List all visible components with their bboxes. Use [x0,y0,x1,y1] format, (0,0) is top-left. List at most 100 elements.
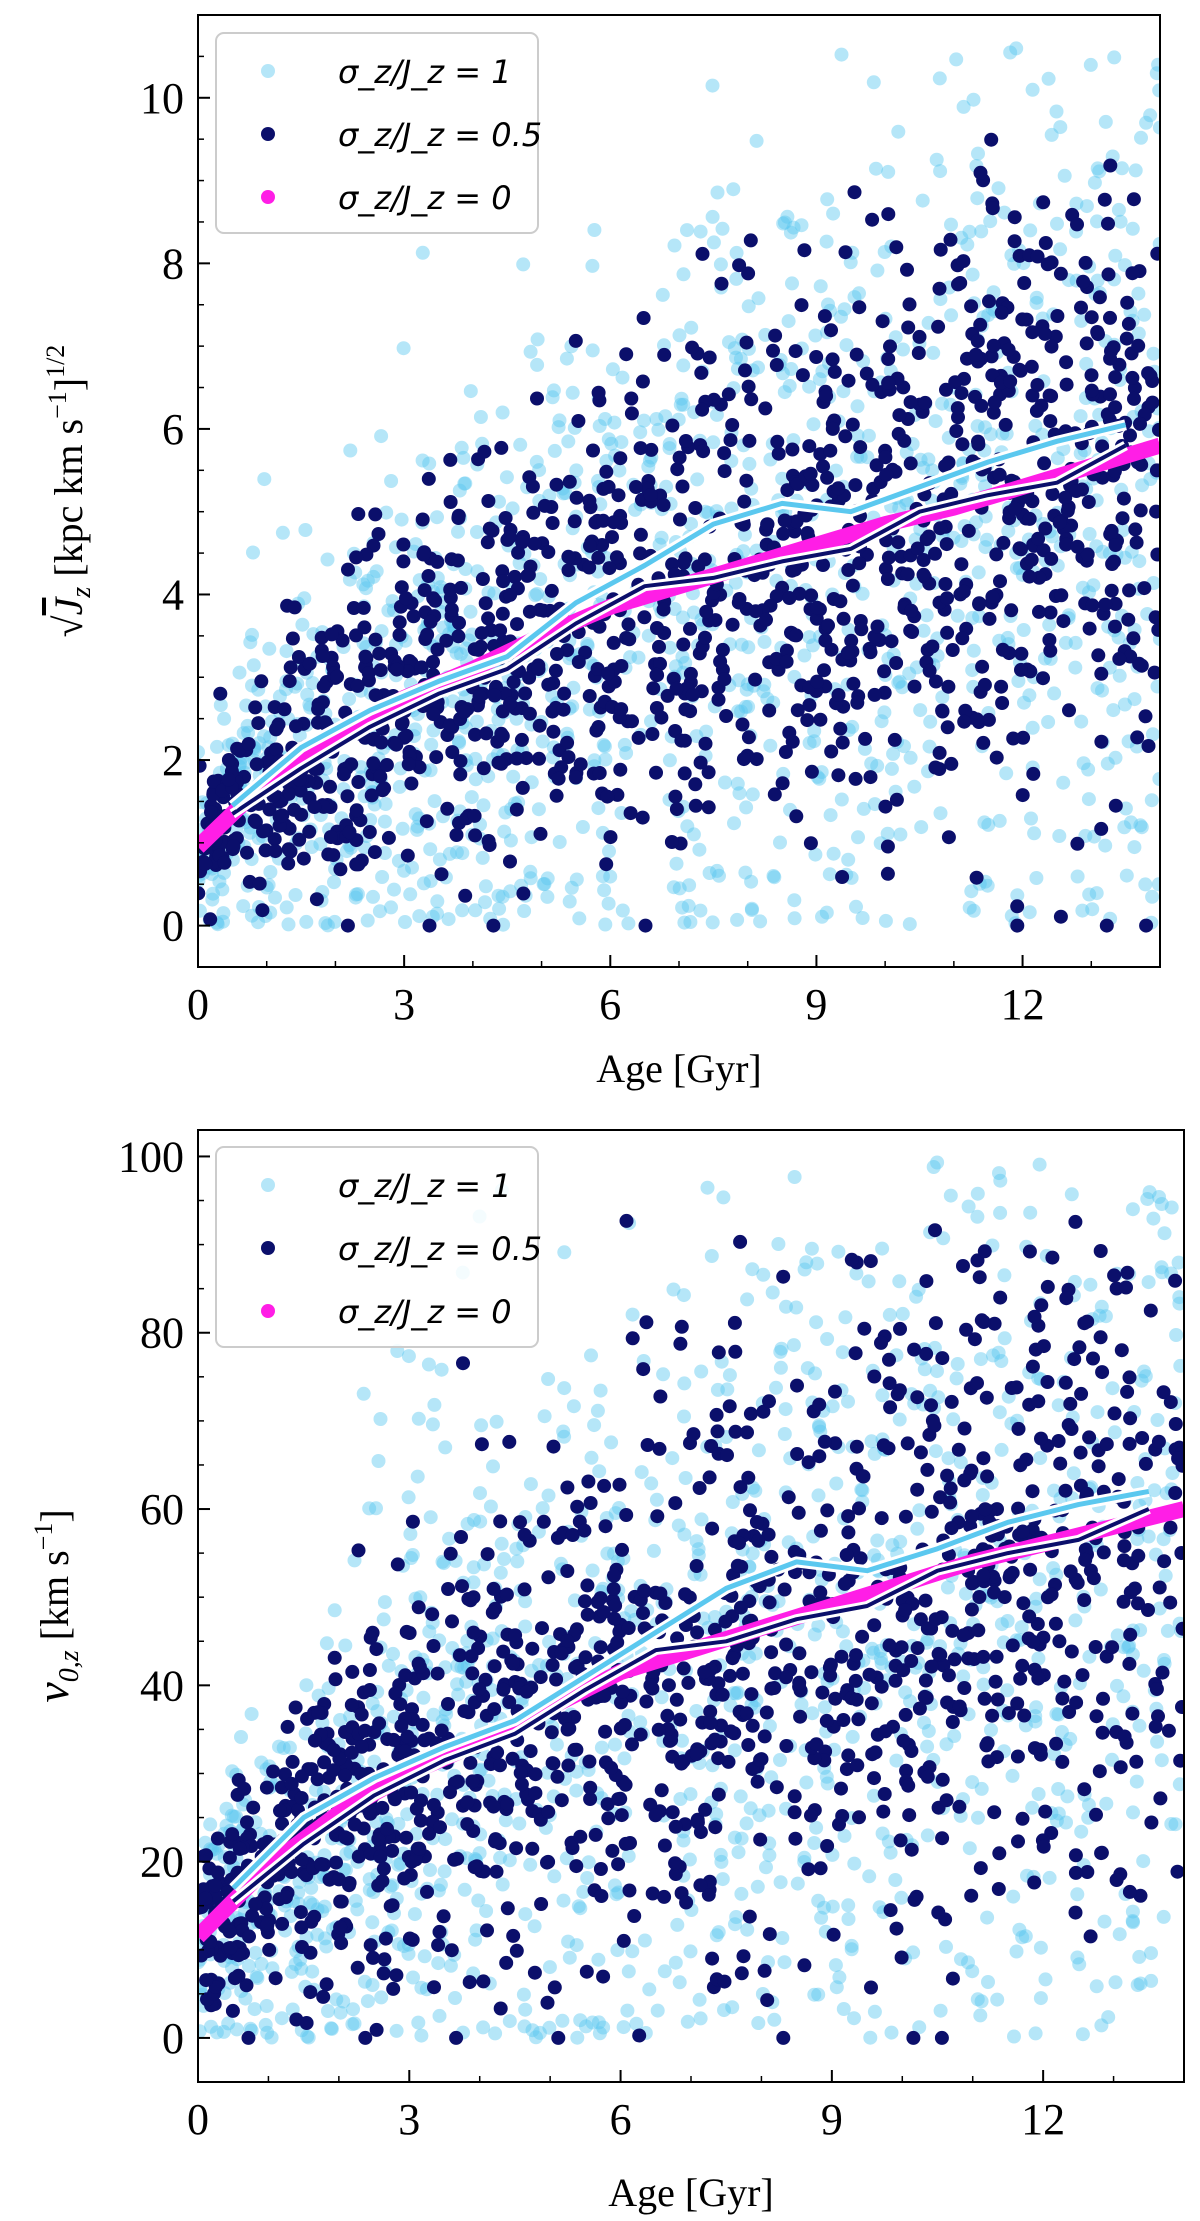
scatter-point-sigma05 [493,623,508,638]
scatter-point-sigma05 [852,1810,866,1825]
scatter-point-sigma05 [1103,158,1118,173]
scatter-point-sigma1 [1099,1796,1114,1811]
scatter-point-sigma1 [1070,869,1085,884]
scatter-point-sigma05 [561,750,576,765]
scatter-point-sigma05 [703,1704,718,1719]
scatter-point-sigma05 [1122,1370,1137,1385]
scatter-point-sigma1 [994,1617,1009,1632]
scatter-point-sigma05 [741,266,756,281]
scatter-point-sigma05 [776,1269,791,1284]
scatter-point-sigma05 [582,689,597,703]
scatter-point-sigma05 [809,350,824,364]
scatter-point-sigma05 [1139,918,1154,933]
scatter-point-sigma05 [453,754,468,769]
scatter-point-sigma05 [879,467,894,482]
scatter-point-sigma1 [350,1902,365,1917]
scatter-point-sigma1 [1070,1950,1085,1965]
scatter-point-sigma1 [821,297,835,312]
scatter-point-sigma05 [485,1605,500,1620]
scatter-point-sigma05 [363,1938,378,1953]
scatter-point-sigma05 [652,639,666,654]
scatter-point-sigma1 [722,335,736,350]
scatter-point-sigma05 [657,1889,672,1904]
scatter-point-sigma05 [935,1351,950,1366]
scatter-point-sigma05 [556,702,571,717]
scatter-point-sigma1 [1087,175,1102,190]
scatter-point-sigma05 [819,1713,834,1728]
scatter-point-sigma05 [1074,1386,1089,1401]
scatter-point-sigma1 [1051,1782,1066,1796]
scatter-point-sigma1 [384,900,398,915]
scatter-point-sigma05 [846,676,861,691]
scatter-point-sigma05 [847,185,862,200]
scatter-point-sigma05 [328,1672,343,1687]
scatter-point-sigma1 [445,1812,459,1827]
scatter-point-sigma1 [1143,108,1158,123]
scatter-point-sigma1 [581,1855,596,1870]
scatter-point-sigma05 [893,1833,908,1848]
scatter-point-sigma1 [403,1527,418,1541]
scatter-point-sigma05 [669,802,684,817]
scatter-point-sigma05 [964,1888,979,1903]
scatter-point-sigma1 [680,2014,695,2029]
scatter-point-sigma05 [381,830,396,845]
scatter-point-sigma05 [907,1342,922,1357]
scatter-point-sigma05 [475,572,490,586]
scatter-point-sigma1 [1000,630,1015,645]
scatter-point-sigma1 [274,2011,289,2026]
scatter-point-sigma1 [884,2025,899,2040]
scatter-point-sigma1 [676,397,691,412]
scatter-point-sigma1 [433,1877,448,1892]
scatter-point-sigma1 [415,245,430,260]
scatter-point-sigma05 [1068,1865,1083,1880]
scatter-point-sigma05 [813,1585,828,1600]
scatter-point-sigma1 [1028,1714,1043,1729]
scatter-point-sigma05 [506,675,521,690]
scatter-point-sigma1 [1047,1483,1061,1498]
scatter-point-sigma05 [790,703,805,718]
scatter-point-sigma05 [1022,569,1037,584]
scatter-point-sigma05 [569,490,584,505]
scatter-point-sigma05 [525,1841,540,1856]
scatter-point-sigma1 [1090,161,1105,176]
scatter-point-sigma1 [1001,524,1016,539]
scatter-point-sigma1 [974,224,989,239]
scatter-point-sigma1 [741,299,756,314]
scatter-point-sigma1 [1130,1532,1145,1547]
scatter-point-sigma1 [628,502,643,517]
scatter-point-sigma1 [807,734,822,749]
scatter-point-sigma05 [1080,1865,1095,1879]
scatter-point-sigma1 [1107,1425,1122,1440]
scatter-point-sigma05 [1013,363,1028,378]
scatter-point-sigma1 [947,1729,962,1743]
scatter-point-sigma1 [956,99,971,114]
scatter-point-sigma05 [310,1772,325,1787]
scatter-point-sigma05 [1038,521,1053,536]
scatter-point-sigma1 [877,245,892,259]
scatter-point-sigma1 [503,884,518,899]
scatter-point-sigma05 [676,637,691,652]
scatter-point-sigma1 [837,1828,852,1843]
scatter-point-sigma1 [436,620,451,635]
scatter-point-sigma05 [1120,1384,1135,1399]
scatter-point-sigma05 [400,848,415,863]
scatter-point-sigma05 [273,1803,287,1818]
scatter-point-sigma1 [448,1991,462,2005]
scatter-point-sigma05 [511,545,526,560]
scatter-point-sigma05 [1068,1905,1083,1920]
scatter-point-sigma1 [594,1740,609,1755]
scatter-point-sigma1 [1137,1364,1151,1379]
scatter-point-sigma1 [566,1399,581,1414]
scatter-point-sigma05 [812,1397,827,1412]
scatter-point-sigma1 [387,882,401,897]
scatter-point-sigma05 [1045,487,1060,501]
scatter-point-sigma1 [971,565,986,580]
scatter-point-sigma05 [987,1316,1002,1331]
scatter-point-sigma05 [246,1800,261,1815]
scatter-point-sigma1 [1156,1532,1171,1547]
scatter-point-sigma05 [1120,295,1135,310]
scatter-point-sigma1 [1112,668,1127,683]
scatter-point-sigma1 [757,634,772,649]
scatter-point-sigma1 [1136,1854,1151,1869]
scatter-point-sigma05 [817,663,831,678]
